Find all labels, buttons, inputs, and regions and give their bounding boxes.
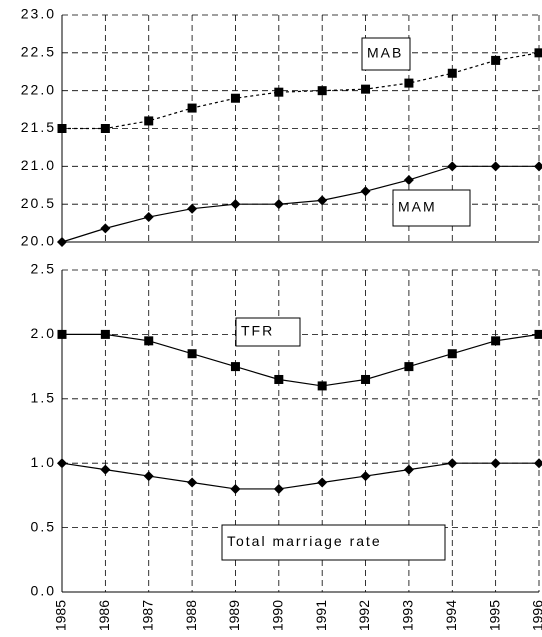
label-box [235,317,301,347]
y-tick-label: 23.0 [21,6,56,22]
series-label: MAB [367,45,403,61]
y-tick-label: 22.5 [21,44,56,60]
marker [360,471,371,482]
marker [230,362,240,372]
series-line [62,52,540,130]
marker [230,93,240,103]
marker [57,329,67,339]
x-tick-label: 1994 [443,600,459,631]
marker [447,349,457,359]
y-tick-label: 1.0 [31,454,56,470]
marker [273,199,284,210]
x-tick-label: 1989 [226,600,242,631]
label-box [221,524,446,561]
marker [187,477,198,488]
marker [534,329,542,339]
marker [360,186,371,197]
series-line [62,333,540,387]
label-box [361,37,411,71]
marker [534,48,542,58]
marker [491,55,501,65]
marker [490,161,501,172]
x-tick-label: 1992 [356,600,372,631]
y-tick-label: 2.5 [31,261,56,277]
marker [273,483,284,494]
y-tick-label: 20.5 [21,195,56,211]
marker [361,84,371,94]
marker [187,349,197,359]
marker [317,195,328,206]
x-tick-label: 1986 [96,600,112,631]
x-tick-label: 1990 [270,600,286,631]
marker [274,374,284,384]
marker [143,471,154,482]
series-line [61,462,539,490]
x-tick-label: 1987 [139,600,155,631]
y-tick-label: 0.0 [31,583,56,599]
marker [187,203,198,214]
x-tick-label: 1991 [313,600,329,631]
marker [230,199,241,210]
marker [490,458,501,469]
series-line [61,165,539,243]
marker [404,362,414,372]
marker [361,374,371,384]
marker [403,464,414,475]
marker [143,212,154,223]
marker [534,458,542,469]
marker [403,174,414,185]
marker [317,86,327,96]
y-tick-label: 0.5 [31,518,56,534]
marker [404,78,414,88]
marker [491,336,501,346]
marker [447,161,458,172]
marker [57,124,67,133]
y-tick-label: 2.0 [31,325,56,341]
marker [317,477,328,488]
marker [100,124,110,133]
y-tick-label: 21.5 [21,119,56,135]
marker [230,483,241,494]
marker [144,336,154,346]
x-tick-label: 1985 [53,600,69,631]
marker [57,458,67,469]
marker [57,237,67,247]
x-tick-label: 1988 [183,600,199,631]
y-tick-label: 20.0 [21,233,56,249]
marker [100,464,111,475]
marker [447,68,457,78]
label-box [392,189,471,227]
marker [100,329,110,339]
y-tick-label: 21.0 [21,157,56,173]
y-tick-label: 22.0 [21,81,56,97]
x-tick-label: 1993 [400,600,416,631]
x-tick-label: 1995 [486,600,502,631]
marker [447,458,458,469]
series-label: Total marriage rate [227,533,382,549]
marker [187,103,197,113]
x-tick-label: 1996 [530,600,542,631]
series-label: MAM [398,199,437,215]
series-label: TFR [241,323,274,339]
marker [317,381,327,391]
marker [100,223,111,234]
marker [274,87,284,97]
marker [534,161,542,172]
marker [144,116,154,126]
y-tick-label: 1.5 [31,390,56,406]
